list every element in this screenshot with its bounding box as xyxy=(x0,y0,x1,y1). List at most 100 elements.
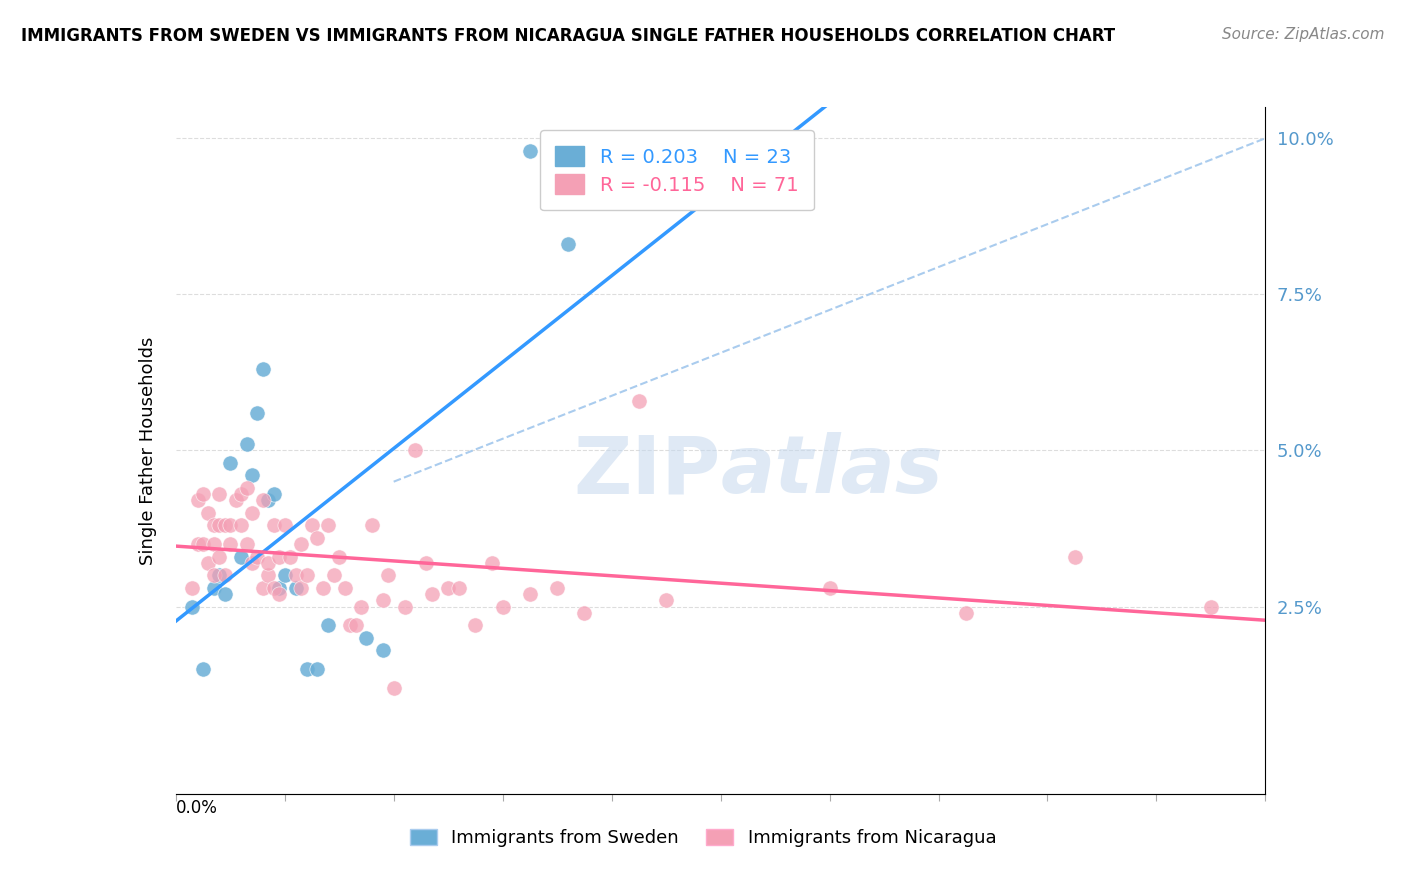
Point xyxy=(231,487,253,501)
Point xyxy=(382,681,405,695)
Point xyxy=(231,518,253,533)
Point xyxy=(240,468,263,483)
Point xyxy=(219,537,242,551)
Point xyxy=(295,568,318,582)
Point xyxy=(290,581,312,595)
Point xyxy=(1063,549,1085,564)
Point xyxy=(627,393,650,408)
Point xyxy=(284,568,307,582)
Point xyxy=(257,556,280,570)
Point xyxy=(360,518,382,533)
Point xyxy=(464,618,486,632)
Point xyxy=(263,487,285,501)
Point xyxy=(214,568,236,582)
Text: IMMIGRANTS FROM SWEDEN VS IMMIGRANTS FROM NICARAGUA SINGLE FATHER HOUSEHOLDS COR: IMMIGRANTS FROM SWEDEN VS IMMIGRANTS FRO… xyxy=(21,27,1115,45)
Point xyxy=(263,518,285,533)
Point xyxy=(278,549,301,564)
Point xyxy=(481,556,503,570)
Point xyxy=(420,587,443,601)
Point xyxy=(240,506,263,520)
Point xyxy=(181,581,204,595)
Point xyxy=(295,662,318,676)
Point xyxy=(655,593,678,607)
Point xyxy=(322,568,344,582)
Point xyxy=(371,593,394,607)
Point xyxy=(290,537,312,551)
Y-axis label: Single Father Households: Single Father Households xyxy=(139,336,157,565)
Text: atlas: atlas xyxy=(721,432,943,510)
Point xyxy=(307,662,329,676)
Point xyxy=(246,549,269,564)
Point xyxy=(191,537,214,551)
Point xyxy=(519,144,541,158)
Point xyxy=(197,556,219,570)
Legend: R = 0.203    N = 23, R = -0.115    N = 71: R = 0.203 N = 23, R = -0.115 N = 71 xyxy=(540,130,814,211)
Point xyxy=(186,493,209,508)
Point xyxy=(219,456,242,470)
Point xyxy=(246,406,269,420)
Point xyxy=(191,487,214,501)
Point xyxy=(492,599,515,614)
Point xyxy=(263,581,285,595)
Point xyxy=(415,556,437,570)
Point xyxy=(377,568,399,582)
Point xyxy=(519,587,541,601)
Point xyxy=(437,581,460,595)
Point xyxy=(214,587,236,601)
Point xyxy=(235,437,257,451)
Point xyxy=(191,662,214,676)
Point xyxy=(202,518,225,533)
Point xyxy=(214,518,236,533)
Point xyxy=(312,581,335,595)
Point xyxy=(186,537,209,551)
Point xyxy=(546,581,568,595)
Text: Source: ZipAtlas.com: Source: ZipAtlas.com xyxy=(1222,27,1385,42)
Point xyxy=(252,362,274,376)
Point xyxy=(208,518,231,533)
Point xyxy=(405,443,427,458)
Point xyxy=(394,599,416,614)
Point xyxy=(252,493,274,508)
Point xyxy=(269,581,291,595)
Point xyxy=(274,518,297,533)
Point xyxy=(955,606,977,620)
Point xyxy=(235,481,257,495)
Point xyxy=(344,618,367,632)
Point xyxy=(202,568,225,582)
Legend: Immigrants from Sweden, Immigrants from Nicaragua: Immigrants from Sweden, Immigrants from … xyxy=(401,820,1005,856)
Point xyxy=(231,549,253,564)
Point xyxy=(1199,599,1222,614)
Point xyxy=(197,506,219,520)
Point xyxy=(284,581,307,595)
Point xyxy=(252,581,274,595)
Point xyxy=(557,237,579,252)
Text: ZIP: ZIP xyxy=(574,432,721,510)
Point xyxy=(318,518,340,533)
Point xyxy=(208,568,231,582)
Point xyxy=(219,518,242,533)
Point xyxy=(181,599,204,614)
Point xyxy=(356,631,378,645)
Point xyxy=(202,581,225,595)
Point xyxy=(350,599,373,614)
Point xyxy=(818,581,841,595)
Point xyxy=(269,587,291,601)
Point xyxy=(257,493,280,508)
Point xyxy=(339,618,361,632)
Point xyxy=(202,537,225,551)
Point xyxy=(208,487,231,501)
Point xyxy=(269,549,291,564)
Text: 0.0%: 0.0% xyxy=(176,799,218,817)
Point xyxy=(328,549,350,564)
Point xyxy=(235,537,257,551)
Point xyxy=(574,606,596,620)
Point xyxy=(274,568,297,582)
Point xyxy=(371,643,394,657)
Point xyxy=(225,493,247,508)
Point xyxy=(307,531,329,545)
Point xyxy=(333,581,356,595)
Point xyxy=(208,549,231,564)
Point xyxy=(257,568,280,582)
Point xyxy=(301,518,323,533)
Point xyxy=(240,556,263,570)
